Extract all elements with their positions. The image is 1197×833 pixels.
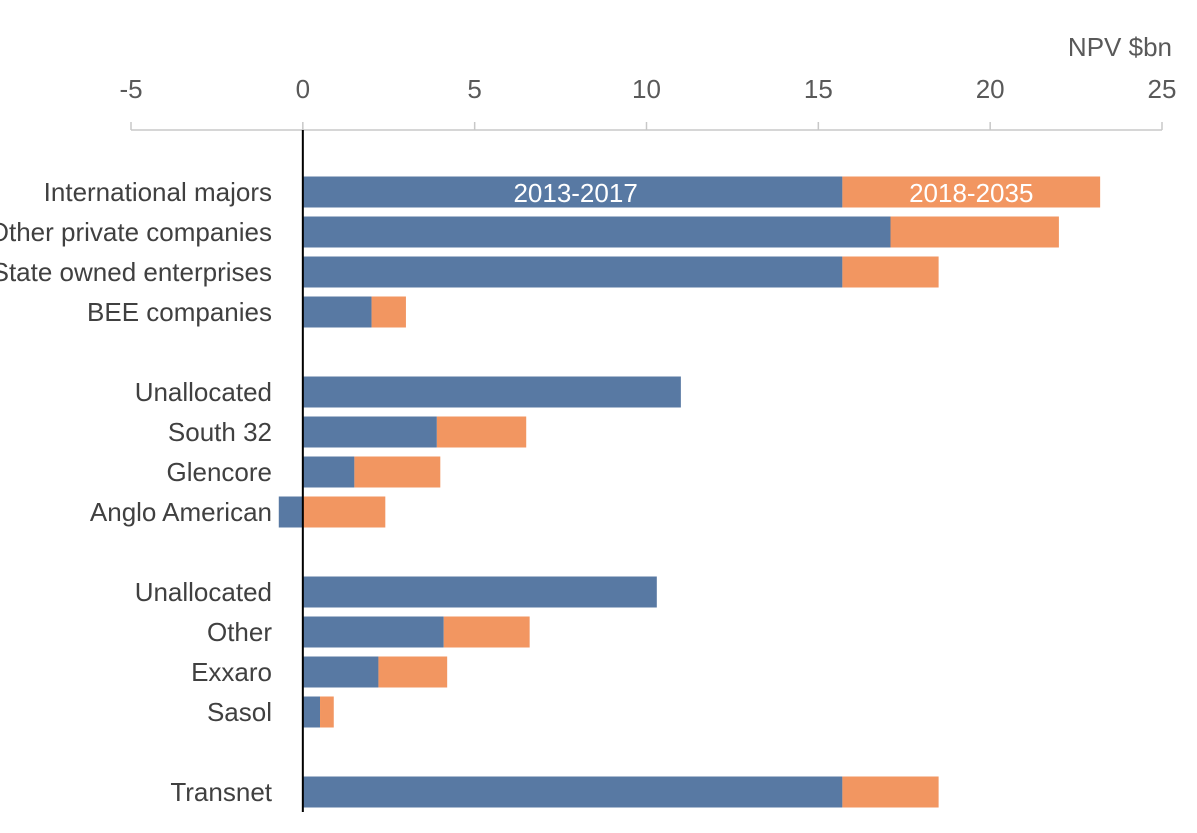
bar-segment-2018-2035 (378, 656, 448, 688)
category-label: Other (207, 617, 272, 647)
category-label: Transnet (170, 777, 272, 807)
x-tick-label: 5 (467, 74, 481, 104)
axis-unit-label: NPV $bn (1068, 32, 1172, 62)
bar-segment-2018-2035 (842, 176, 1101, 208)
category-label: Sasol (207, 697, 272, 727)
bar-segment-2018-2035 (890, 216, 1059, 248)
bar-segment-2013-2017 (302, 376, 681, 408)
x-tick-label: 0 (296, 74, 310, 104)
category-label: Other private companies (0, 217, 272, 247)
bar-segment-2013-2017 (302, 296, 372, 328)
x-axis: -5 0 5 10 15 20 25 NPV $bn (119, 32, 1177, 131)
bar-segment-2013-2017 (302, 776, 843, 808)
bar-segment-2018-2035 (842, 256, 939, 288)
category-label: Glencore (167, 457, 273, 487)
bar-segment-2018-2035 (443, 616, 530, 648)
bar-segment-2013-2017 (302, 576, 657, 608)
bar-segment-2018-2035 (320, 696, 334, 728)
bar-segment-2018-2035 (436, 416, 527, 448)
category-label: Unallocated (135, 577, 272, 607)
bar-segment-2013-2017 (302, 176, 843, 208)
category-label: State owned enterprises (0, 257, 272, 287)
x-tick-label: -5 (119, 74, 142, 104)
bar-segment-2013-2017 (302, 616, 444, 648)
category-label: South 32 (168, 417, 272, 447)
category-label: Unallocated (135, 377, 272, 407)
bar-segment-2018-2035 (302, 496, 386, 528)
bar-segment-2013-2017 (302, 416, 437, 448)
bar-segment-2013-2017 (302, 216, 891, 248)
x-tick-label: 15 (804, 74, 833, 104)
bar-segment-2018-2035 (842, 776, 939, 808)
category-label: Anglo American (90, 497, 272, 527)
bar-segment-2013-2017 (302, 696, 321, 728)
bar-segment-2018-2035 (354, 456, 441, 488)
bar-segment-2018-2035 (371, 296, 406, 328)
bar-segment-2013-2017 (278, 496, 303, 528)
category-label: International majors (44, 177, 272, 207)
bars: 2013-2017 2018-2035 (278, 130, 1101, 812)
series-label-2013-2017: 2013-2017 (513, 178, 637, 208)
category-label: BEE companies (87, 297, 272, 327)
bar-segment-2013-2017 (302, 456, 355, 488)
x-tick-label: 20 (976, 74, 1005, 104)
x-tick-label: 25 (1148, 74, 1177, 104)
category-label: Exxaro (191, 657, 272, 687)
bar-segment-2013-2017 (302, 256, 843, 288)
x-tick-label: 10 (632, 74, 661, 104)
bar-segment-2013-2017 (302, 656, 379, 688)
series-label-2018-2035: 2018-2035 (909, 178, 1033, 208)
category-labels: International majors Other private compan… (0, 177, 273, 807)
